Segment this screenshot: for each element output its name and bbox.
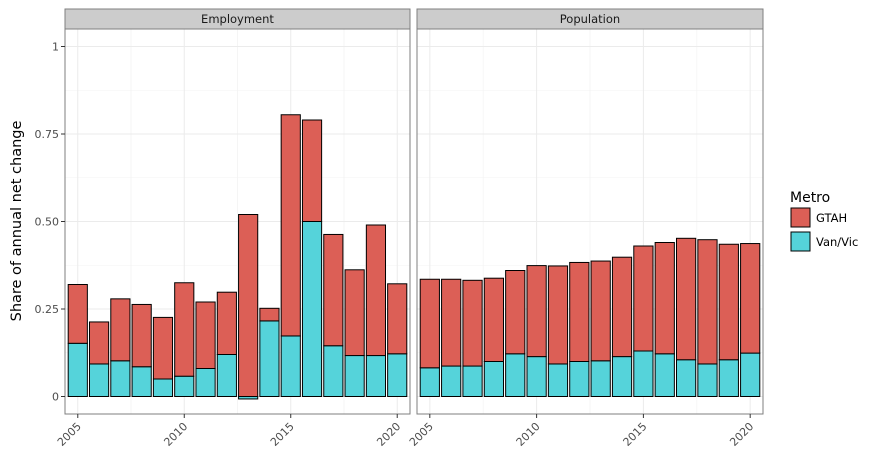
bar-van-vic-2008: [483, 361, 504, 397]
x-tick-label: 2010: [514, 420, 543, 449]
bar-gtah-2008: [131, 303, 152, 368]
bar-van-vic-2005: [419, 367, 440, 397]
bar-gtah-2016: [301, 119, 323, 222]
bar-gtah-2015: [280, 114, 301, 337]
bar-van-vic-2010: [174, 375, 195, 398]
x-tick-label: 2010: [161, 420, 190, 449]
bar-van-vic-2020: [740, 352, 761, 398]
bar-gtah-2007: [462, 279, 483, 367]
legend: Metro GTAH Van/Vic: [790, 190, 858, 252]
bar-gtah-2011: [195, 301, 216, 369]
bar-van-vic-2007: [462, 365, 483, 397]
bar-van-vic-2018: [697, 363, 718, 398]
x-tick-label: 2020: [374, 420, 403, 449]
y-axis-title: Share of annual net change: [9, 121, 25, 322]
legend-label: Van/Vic: [816, 235, 858, 249]
facet-label: Population: [560, 12, 620, 26]
legend-title: Metro: [790, 190, 830, 206]
bar-van-vic-2011: [195, 368, 216, 397]
bar-van-vic-2014: [611, 356, 633, 398]
bar-gtah-2020: [740, 243, 761, 354]
panel-population: Population 2005 2010 2015 2020: [407, 8, 764, 449]
bar-gtah-2020: [387, 283, 408, 355]
bar-van-vic-2016: [654, 353, 675, 397]
bar-van-vic-2008: [131, 366, 152, 397]
bar-gtah-2006: [441, 278, 462, 367]
bar-van-vic-2009: [505, 353, 526, 397]
bar-gtah-2019: [718, 243, 739, 361]
bar-gtah-2015: [633, 245, 654, 352]
facet-panels: Employment 2005 2010 2015 2020 0 0.25 0.50 0.75 1…: [35, 8, 764, 449]
bar-gtah-2019: [365, 224, 387, 357]
bar-gtah-2010: [174, 282, 195, 377]
bar-gtah-2009: [152, 316, 174, 380]
panel-border: [416, 28, 764, 415]
x-tick-label: 2015: [268, 420, 297, 449]
bar-van-vic-2013: [590, 360, 611, 397]
legend-key-gtah: [790, 207, 811, 228]
bar-gtah-2017: [676, 237, 697, 361]
bar-van-vic-2006: [88, 363, 110, 398]
x-tick-label: 2015: [621, 420, 650, 449]
bar-gtah-2009: [505, 270, 526, 355]
bar-van-vic-2016: [301, 221, 323, 397]
bar-gtah-2005: [419, 278, 440, 369]
y-tick-label: 0.50: [35, 216, 60, 229]
bar-van-vic-2019: [718, 359, 739, 397]
bar-van-vic-2014: [259, 320, 280, 397]
bar-van-vic-2017: [676, 359, 697, 397]
y-tick-label: 1: [52, 41, 59, 54]
x-tick-label: 2005: [55, 420, 84, 449]
bar-van-vic-2015: [633, 350, 654, 397]
facet-label: Employment: [201, 12, 274, 26]
y-tick-label: 0: [52, 391, 59, 404]
bar-van-vic-2011: [547, 363, 569, 398]
bar-van-vic-2012: [569, 361, 590, 397]
bar-gtah-2006: [88, 321, 110, 365]
bar-gtah-2010: [526, 265, 547, 358]
bar-gtah-2014: [259, 307, 280, 322]
bar-van-vic-2018: [344, 355, 365, 397]
y-tick-label: 0.25: [35, 303, 60, 316]
bar-gtah-2012: [216, 291, 237, 356]
y-tick-label: 0.75: [35, 128, 60, 141]
bar-gtah-2007: [110, 298, 131, 362]
legend-key-van-vic: [790, 231, 811, 252]
bar-gtah-2018: [344, 269, 365, 357]
bar-van-vic-2010: [526, 356, 547, 398]
bar-gtah-2011: [547, 265, 569, 365]
bar-van-vic-2005: [67, 342, 88, 397]
bar-van-vic-2019: [365, 355, 387, 397]
bar-gtah-2014: [611, 256, 633, 358]
bar-gtah-2017: [323, 233, 344, 347]
bar-van-vic-2017: [323, 345, 344, 397]
bar-van-vic-2012: [216, 354, 237, 397]
bar-gtah-2018: [697, 239, 718, 365]
bar-van-vic-2006: [441, 365, 462, 397]
bar-van-vic-2009: [152, 378, 174, 397]
bar-van-vic-2015: [280, 335, 301, 398]
bar-van-vic-2020: [387, 353, 408, 397]
bar-gtah-2012: [569, 261, 590, 363]
x-tick-label: 2005: [407, 420, 436, 449]
bar-gtah-2008: [483, 277, 504, 363]
legend-label: GTAH: [816, 211, 847, 225]
bar-gtah-2005: [67, 284, 88, 344]
bar-gtah-2016: [654, 242, 675, 355]
x-tick-label: 2020: [727, 420, 756, 449]
panel-employment: Employment 2005 2010 2015 2020 0 0.25 0.50 0.75 1: [35, 8, 411, 449]
bar-gtah-2013: [590, 260, 611, 362]
bar-gtah-2013: [238, 214, 259, 397]
bar-van-vic-2007: [110, 360, 131, 397]
